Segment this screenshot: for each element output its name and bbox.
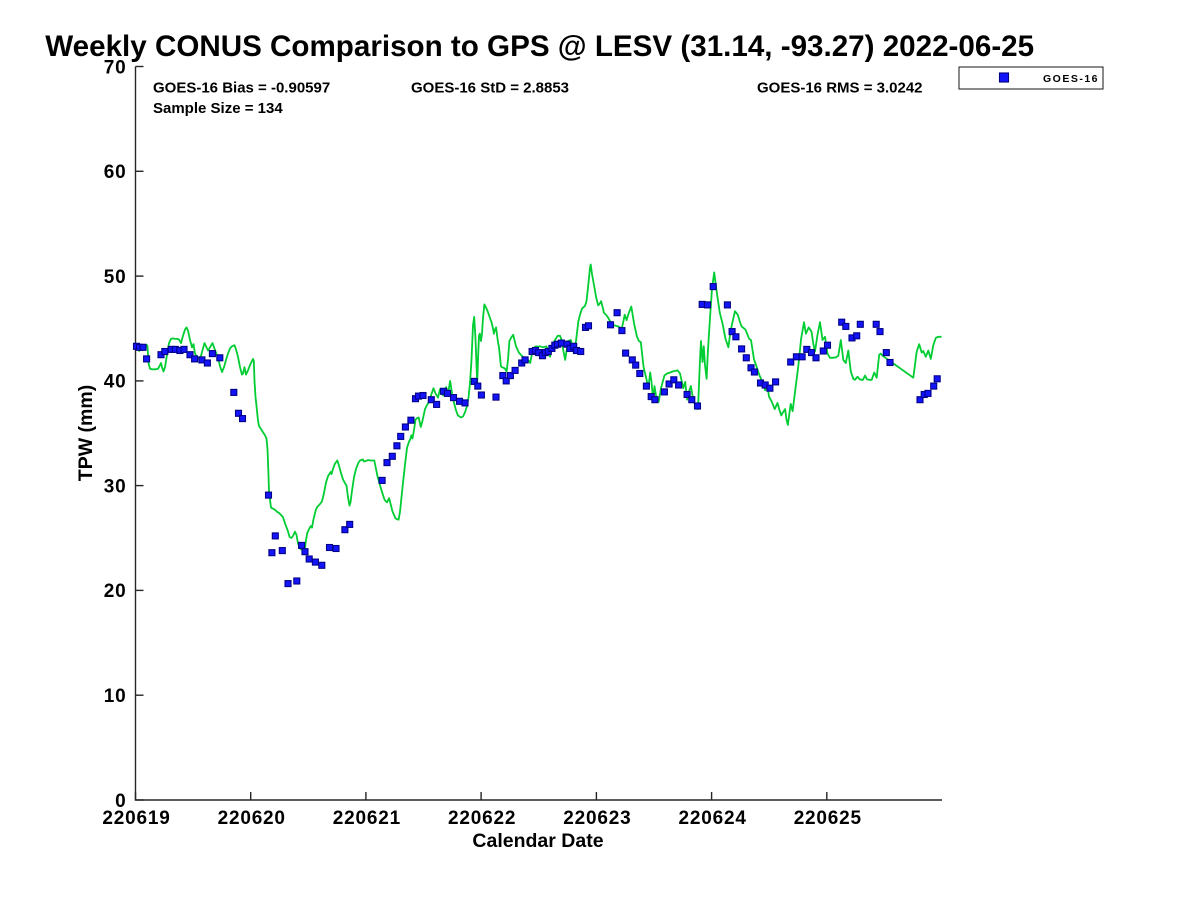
svg-text:20: 20 xyxy=(104,581,127,602)
svg-text:Sample Size = 134: Sample Size = 134 xyxy=(153,100,283,117)
svg-text:220619: 220619 xyxy=(102,808,170,829)
svg-text:10: 10 xyxy=(104,686,127,707)
svg-text:TPW (mm): TPW (mm) xyxy=(75,385,97,481)
svg-text:220624: 220624 xyxy=(678,808,746,829)
svg-text:GOES-16 RMS = 3.0242: GOES-16 RMS = 3.0242 xyxy=(757,80,923,97)
svg-text:GOES-16: GOES-16 xyxy=(1043,73,1099,85)
svg-text:GOES-16 StD = 2.8853: GOES-16 StD = 2.8853 xyxy=(411,80,569,97)
svg-text:220622: 220622 xyxy=(448,808,516,829)
svg-text:220621: 220621 xyxy=(333,808,401,829)
svg-text:60: 60 xyxy=(104,162,127,183)
svg-text:0: 0 xyxy=(115,791,126,812)
svg-text:GOES-16 Bias = -0.90597: GOES-16 Bias = -0.90597 xyxy=(153,80,330,97)
svg-text:40: 40 xyxy=(104,372,127,393)
svg-text:220623: 220623 xyxy=(563,808,631,829)
svg-text:70: 70 xyxy=(104,57,127,78)
svg-text:220620: 220620 xyxy=(218,808,286,829)
svg-text:Weekly CONUS Comparison to GPS: Weekly CONUS Comparison to GPS @ LESV (3… xyxy=(45,30,1034,63)
svg-text:50: 50 xyxy=(104,267,127,288)
svg-text:220625: 220625 xyxy=(794,808,862,829)
svg-text:30: 30 xyxy=(104,476,127,497)
svg-text:Calendar Date: Calendar Date xyxy=(472,830,603,852)
